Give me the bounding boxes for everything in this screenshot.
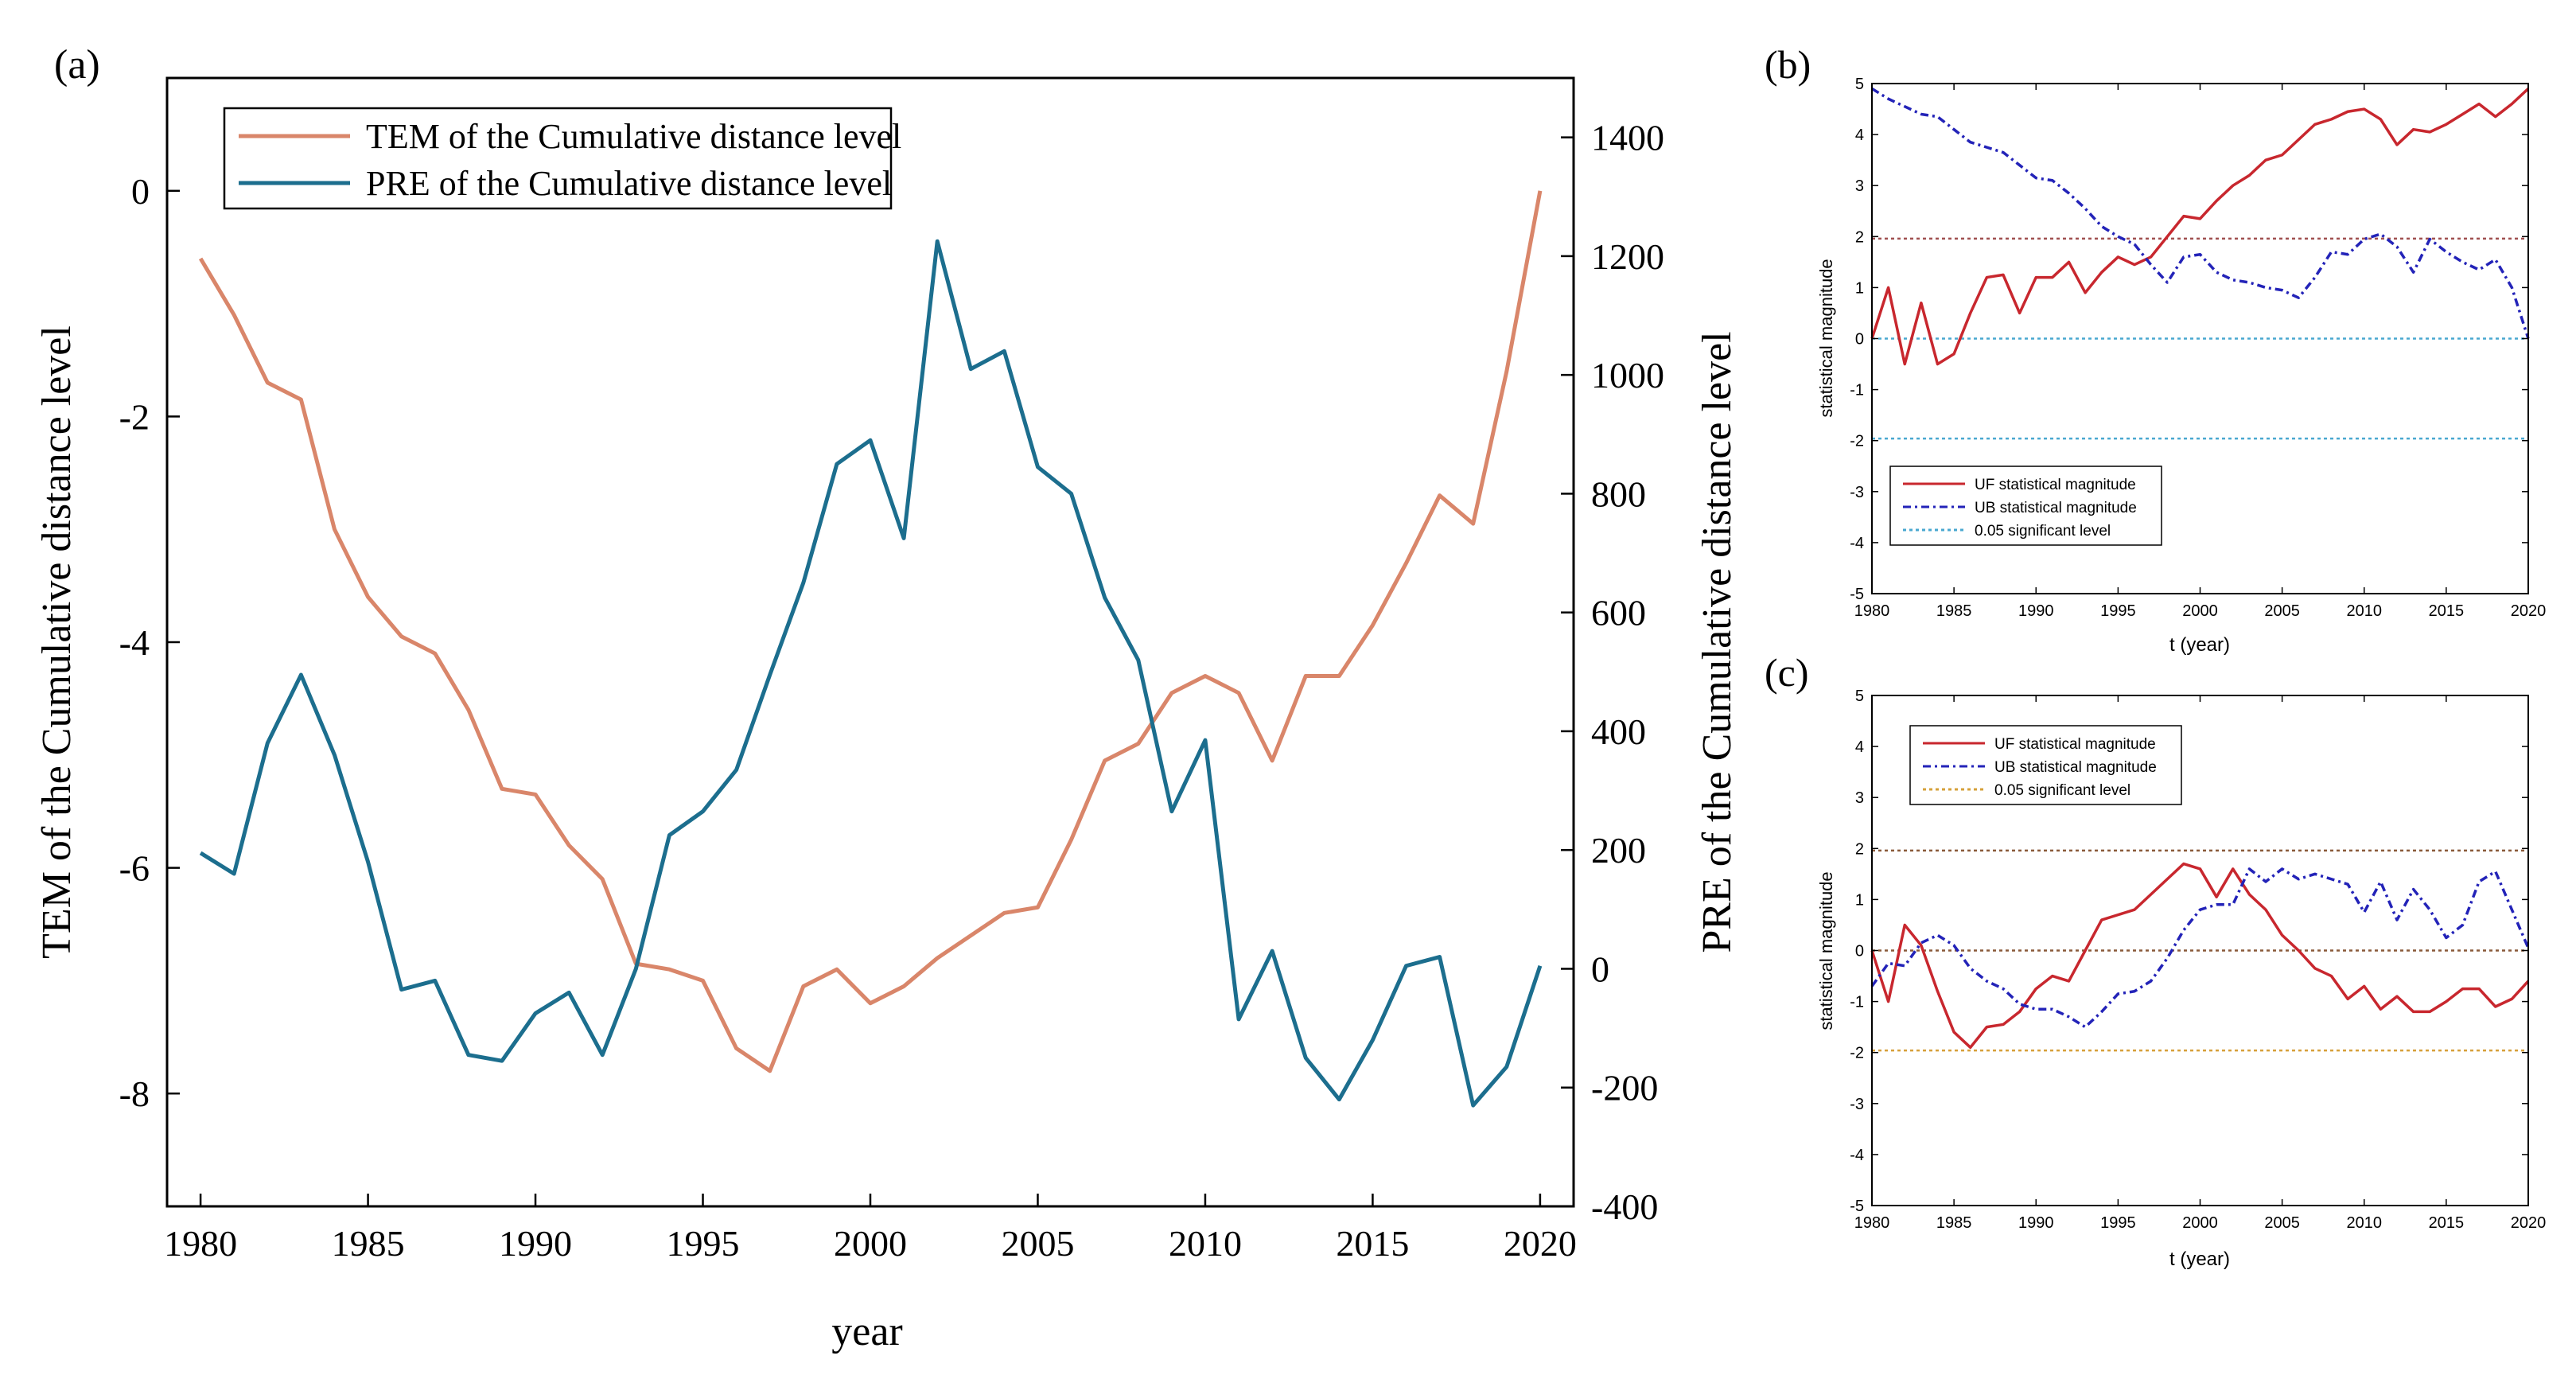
panel-c-legend: UF statistical magnitude UB statistical … (1909, 725, 2182, 805)
series-line-ub-b (1871, 87, 2530, 340)
series-line-ub-c (1870, 867, 2530, 1029)
panel-a: (a) 1980 1985 1990 1995 2000 2005 2010 2015 2020… (34, 42, 1740, 1354)
panel-a-y2-tick-label: 1200 (1591, 236, 1664, 277)
panel-b-x-tick-label: 1990 (2018, 602, 2054, 620)
panel-c-y-tick-label: 0 (1855, 943, 1864, 960)
panel-b-y-tick-label: 5 (1855, 76, 1864, 93)
panel-a-x-tick-label: 1990 (499, 1223, 572, 1264)
panel-c-x-tick-label: 1995 (2100, 1214, 2136, 1232)
panel-a-y2-tick-label: 600 (1591, 593, 1646, 633)
panel-c-y-tick-label: 2 (1855, 840, 1864, 858)
legend-label-sig-b: 0.05 significant level (1975, 523, 2111, 540)
legend-label-uf-c: UF statistical magnitude (1994, 736, 2156, 753)
panel-a-y2-axis-label: PRE of the Cumulative distance level (1695, 331, 1740, 953)
panel-b-x-tick-label: 2010 (2347, 602, 2383, 620)
panel-a-y-tick-label: -6 (119, 848, 150, 889)
panel-a-y-tick-label: -4 (119, 622, 150, 663)
series-line-uf-b (1870, 88, 2530, 366)
panel-c-y-tick-label: 3 (1855, 789, 1864, 807)
panel-c-y-tick-label: -2 (1850, 1045, 1864, 1062)
panel-a-x-tick-label: 1985 (332, 1223, 405, 1264)
panel-c-x-tick-label: 2000 (2182, 1214, 2218, 1232)
panel-a-x-tick-label: 2000 (834, 1223, 907, 1264)
panel-c-y-tick-label: 4 (1855, 738, 1864, 756)
panel-a-y2-tick-label: -400 (1591, 1186, 1658, 1227)
panel-c-x-tick-label: 1980 (1854, 1214, 1890, 1232)
panel-a-y2-tick-label: 400 (1591, 711, 1646, 752)
panel-a-y2-tick-label: -200 (1591, 1068, 1658, 1108)
panel-a-legend-box (223, 107, 893, 210)
panel-b-y-axis-label: statistical magnitude (1816, 259, 1836, 417)
panel-a-y2-tick-label: 0 (1591, 949, 1609, 989)
panel-b-y-tick-label: 0 (1855, 331, 1864, 349)
series-line-uf-c (1870, 862, 2530, 1050)
panel-a-y-tick-label: 0 (131, 171, 150, 212)
panel-a-label: (a) (54, 42, 100, 88)
panel-c-label: (c) (1765, 650, 1809, 695)
panel-a-x-tick-label: 2020 (1504, 1223, 1577, 1264)
series-line-pre (199, 239, 1543, 1108)
panel-a-x-tick-label: 1980 (164, 1223, 237, 1264)
panel-b-y-tick-label: 4 (1855, 127, 1864, 144)
panel-b-x-tick-label: 2020 (2511, 602, 2547, 620)
legend-label-uf-b: UF statistical magnitude (1975, 477, 2136, 493)
panel-c-y-tick-label: -1 (1850, 994, 1864, 1011)
panel-a-x-axis-label: year (831, 1309, 902, 1354)
panel-a-y-axis-label: TEM of the Cumulative distance level (34, 325, 80, 959)
panel-b-legend: UF statistical magnitude UB statistical … (1889, 466, 2162, 546)
panel-b-x-tick-label: 2000 (2182, 602, 2218, 620)
panel-c-x-tick-label: 1990 (2018, 1214, 2054, 1232)
panel-a-x-tick-label: 2005 (1001, 1223, 1074, 1264)
panel-c: (c) 1980 1985 1990 1995 2000 2005 2010 2015 2020… (1765, 650, 2546, 1270)
panel-b-y-tick-label: 2 (1855, 228, 1864, 246)
panel-b-y-tick-label: 1 (1855, 279, 1864, 297)
panel-b-y-tick-label: -3 (1850, 484, 1864, 501)
panel-c-y-tick-label: 1 (1855, 891, 1864, 909)
panel-a-y2-tick-label: 800 (1591, 473, 1646, 514)
panel-c-x-tick-label: 1985 (1936, 1214, 1972, 1232)
panel-b-x-tick-label: 1980 (1854, 602, 1890, 620)
panel-c-x-axis-label: t (year) (2169, 1249, 2230, 1270)
panel-b-x-tick-label: 1985 (1936, 602, 1972, 620)
panel-c-y-tick-label: -4 (1850, 1147, 1864, 1164)
legend-label-ub-b: UB statistical magnitude (1975, 500, 2137, 516)
series-line-tem (198, 190, 1543, 1073)
panel-b-y-tick-label: -1 (1850, 382, 1864, 399)
panel-c-y-axis-label: statistical magnitude (1816, 871, 1836, 1030)
panel-a-y2-tick-label: 1400 (1591, 118, 1664, 158)
panel-c-x-tick-label: 2010 (2347, 1214, 2383, 1232)
panel-a-y2-tick-label: 1000 (1591, 355, 1664, 395)
panel-a-y2-tick-label: 200 (1591, 830, 1646, 871)
panel-a-x-tick-label: 2010 (1169, 1223, 1242, 1264)
panel-a-y-tick-label: -2 (119, 396, 150, 437)
legend-label-pre: PRE of the Cumulative distance level (366, 164, 892, 203)
panel-a-x-tick-label: 2015 (1336, 1223, 1409, 1264)
legend-label-sig-c: 0.05 significant level (1994, 782, 2130, 799)
panel-b-y-tick-label: -5 (1850, 586, 1864, 603)
panel-b-x-tick-label: 2015 (2429, 602, 2465, 620)
panel-c-x-tick-label: 2015 (2429, 1214, 2465, 1232)
panel-b-y-tick-label: 3 (1855, 177, 1864, 195)
panel-c-x-tick-label: 2005 (2264, 1214, 2300, 1232)
legend-label-ub-c: UB statistical magnitude (1994, 759, 2157, 776)
panel-b-label: (b) (1765, 42, 1811, 87)
panel-a-y-tick-label: -8 (119, 1073, 150, 1114)
legend-label-tem: TEM of the Cumulative distance level (366, 117, 901, 156)
panel-b-x-tick-label: 1995 (2100, 602, 2136, 620)
panel-c-y-tick-label: -5 (1850, 1198, 1864, 1215)
panel-b: (b) 1980 1985 1990 1995 2000 2005 2010 2015 2020… (1765, 42, 2546, 656)
panel-c-y-tick-label: -3 (1850, 1096, 1864, 1113)
panel-c-y-tick-label: 5 (1855, 688, 1864, 705)
panel-b-y-tick-label: -2 (1850, 433, 1864, 450)
panel-c-x-tick-label: 2020 (2511, 1214, 2547, 1232)
panel-a-legend: TEM of the Cumulative distance level PRE… (223, 107, 901, 210)
panel-b-x-axis-label: t (year) (2169, 634, 2230, 656)
panel-b-x-tick-label: 2005 (2264, 602, 2300, 620)
panel-b-y-tick-label: -4 (1850, 535, 1864, 552)
panel-a-x-tick-label: 1995 (667, 1223, 740, 1264)
